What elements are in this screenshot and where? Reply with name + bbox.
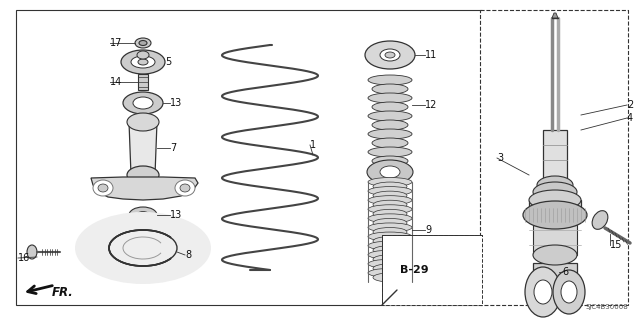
Ellipse shape	[131, 56, 155, 68]
Ellipse shape	[373, 200, 407, 209]
Ellipse shape	[529, 190, 581, 210]
Ellipse shape	[523, 201, 587, 229]
Text: 6: 6	[562, 267, 568, 277]
Ellipse shape	[365, 41, 415, 69]
Text: 3: 3	[497, 153, 503, 163]
Ellipse shape	[129, 114, 157, 130]
Ellipse shape	[368, 241, 412, 250]
Bar	[523, 209, 587, 227]
Text: 8: 8	[185, 250, 191, 260]
Ellipse shape	[373, 209, 407, 218]
Ellipse shape	[372, 84, 408, 94]
Ellipse shape	[98, 184, 108, 192]
Ellipse shape	[368, 268, 412, 278]
Bar	[16, 10, 482, 305]
Ellipse shape	[372, 120, 408, 130]
Bar	[533, 225, 577, 255]
Ellipse shape	[380, 166, 400, 178]
Ellipse shape	[368, 111, 412, 121]
Ellipse shape	[75, 212, 211, 284]
Text: 13: 13	[170, 210, 182, 220]
Bar	[543, 130, 567, 185]
Ellipse shape	[175, 180, 195, 196]
Ellipse shape	[123, 92, 163, 114]
Text: 1: 1	[310, 140, 316, 150]
Ellipse shape	[367, 160, 413, 184]
Text: 12: 12	[425, 100, 437, 110]
Ellipse shape	[121, 50, 165, 74]
FancyBboxPatch shape	[382, 235, 482, 305]
Text: 4: 4	[627, 113, 633, 123]
Ellipse shape	[373, 219, 407, 227]
Bar	[529, 200, 581, 215]
Text: 16: 16	[18, 253, 30, 263]
Ellipse shape	[373, 237, 407, 246]
Ellipse shape	[368, 75, 412, 85]
Ellipse shape	[368, 250, 412, 259]
Text: FR.: FR.	[52, 286, 74, 299]
Ellipse shape	[373, 273, 407, 282]
Ellipse shape	[27, 245, 37, 259]
Ellipse shape	[380, 49, 400, 61]
Ellipse shape	[180, 184, 190, 192]
Ellipse shape	[373, 246, 407, 255]
Ellipse shape	[368, 196, 412, 205]
Ellipse shape	[373, 191, 407, 200]
Ellipse shape	[533, 245, 577, 265]
Bar	[533, 263, 577, 291]
Ellipse shape	[372, 102, 408, 112]
Ellipse shape	[533, 182, 577, 202]
Ellipse shape	[373, 227, 407, 236]
Polygon shape	[91, 177, 198, 200]
Ellipse shape	[385, 52, 395, 58]
Text: 15: 15	[610, 240, 622, 250]
Bar	[138, 74, 148, 90]
Text: SJC4B30008: SJC4B30008	[585, 304, 628, 310]
Ellipse shape	[137, 51, 149, 59]
Ellipse shape	[368, 205, 412, 214]
Text: 9: 9	[425, 225, 431, 235]
FancyBboxPatch shape	[480, 10, 628, 305]
Ellipse shape	[133, 97, 153, 109]
Ellipse shape	[368, 129, 412, 139]
Ellipse shape	[592, 211, 608, 229]
Ellipse shape	[373, 264, 407, 273]
Ellipse shape	[534, 280, 552, 304]
Ellipse shape	[135, 38, 151, 48]
Ellipse shape	[368, 223, 412, 232]
Text: 5: 5	[165, 57, 172, 67]
Ellipse shape	[553, 270, 585, 314]
Text: 14: 14	[110, 77, 122, 87]
Text: 7: 7	[170, 143, 176, 153]
Text: 17: 17	[110, 38, 122, 48]
Ellipse shape	[368, 177, 412, 187]
Ellipse shape	[372, 138, 408, 148]
Ellipse shape	[137, 211, 149, 219]
Polygon shape	[552, 13, 558, 18]
Ellipse shape	[93, 180, 113, 196]
Text: 11: 11	[425, 50, 437, 60]
Text: 2: 2	[627, 100, 633, 110]
Text: B-29: B-29	[400, 265, 429, 275]
Ellipse shape	[139, 41, 147, 46]
Polygon shape	[129, 122, 157, 175]
Ellipse shape	[127, 113, 159, 131]
Ellipse shape	[138, 59, 148, 65]
Ellipse shape	[368, 259, 412, 268]
Ellipse shape	[368, 93, 412, 103]
Ellipse shape	[368, 187, 412, 196]
Ellipse shape	[373, 255, 407, 264]
Ellipse shape	[127, 166, 159, 184]
Ellipse shape	[525, 267, 561, 317]
Ellipse shape	[537, 176, 573, 194]
Ellipse shape	[368, 147, 412, 157]
Ellipse shape	[368, 214, 412, 223]
Ellipse shape	[373, 182, 407, 191]
Ellipse shape	[372, 156, 408, 166]
Ellipse shape	[561, 281, 577, 303]
Ellipse shape	[129, 207, 157, 223]
Text: 13: 13	[170, 98, 182, 108]
Ellipse shape	[368, 232, 412, 241]
